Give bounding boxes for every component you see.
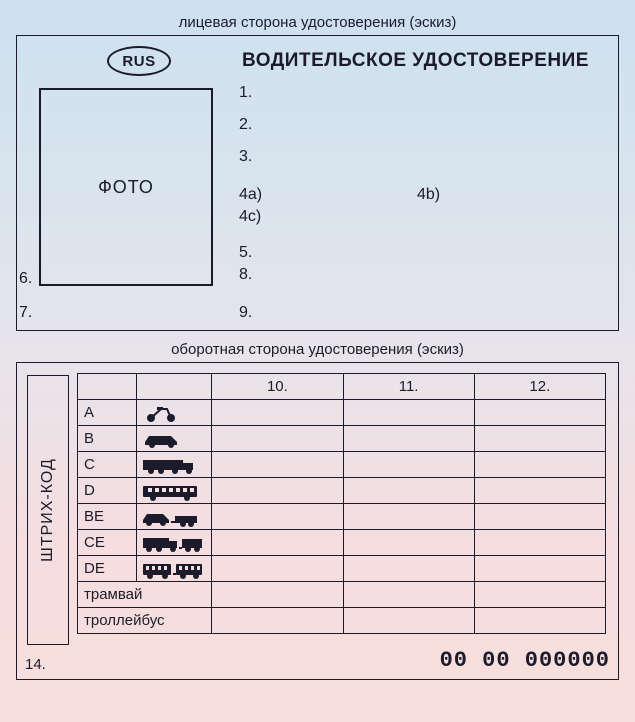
field-8: 8. <box>239 266 252 284</box>
cell-10 <box>212 556 343 582</box>
cell-12 <box>474 556 605 582</box>
col-12: 12. <box>474 374 605 400</box>
back-caption: оборотная сторона удостоверения (эскиз) <box>16 341 619 358</box>
field-14: 14. <box>25 656 46 673</box>
category-code: DE <box>78 556 137 582</box>
category-code: B <box>78 426 137 452</box>
barcode-label: ШТРИХ-КОД <box>39 458 57 562</box>
table-row: DE <box>78 556 606 582</box>
cell-12 <box>474 426 605 452</box>
field-2: 2. <box>239 116 252 134</box>
cell-10 <box>212 608 343 634</box>
cell-12 <box>474 478 605 504</box>
cell-12 <box>474 504 605 530</box>
cell-11 <box>343 608 474 634</box>
cell-10 <box>212 478 343 504</box>
category-code: C <box>78 452 137 478</box>
cell-11 <box>343 452 474 478</box>
truck-icon <box>137 452 212 478</box>
cell-12 <box>474 582 605 608</box>
motorcycle-icon <box>137 400 212 426</box>
photo-box: ФОТО <box>39 88 213 286</box>
rus-badge: RUS <box>107 46 171 76</box>
table-row: троллейбус <box>78 608 606 634</box>
field-4a: 4a) <box>239 186 262 204</box>
col-11: 11. <box>343 374 474 400</box>
cell-11 <box>343 400 474 426</box>
field-1: 1. <box>239 84 252 102</box>
field-5: 5. <box>239 244 252 262</box>
category-code: BE <box>78 504 137 530</box>
table-header-row: 10. 11. 12. <box>78 374 606 400</box>
field-7: 7. <box>19 304 32 322</box>
cell-11 <box>343 426 474 452</box>
car-icon <box>137 426 212 452</box>
bus-trailer-icon <box>137 556 212 582</box>
table-row: BE <box>78 504 606 530</box>
cell-10 <box>212 426 343 452</box>
table-row: A <box>78 400 606 426</box>
cell-10 <box>212 582 343 608</box>
cell-11 <box>343 504 474 530</box>
categories-table: 10. 11. 12. A B <box>77 373 606 634</box>
category-code: D <box>78 478 137 504</box>
cell-12 <box>474 530 605 556</box>
serial-number: 00 00 000000 <box>440 648 610 673</box>
table-row: трамвай <box>78 582 606 608</box>
category-code: CE <box>78 530 137 556</box>
field-4c: 4c) <box>239 208 261 226</box>
cell-10 <box>212 400 343 426</box>
table-row: B <box>78 426 606 452</box>
front-caption: лицевая сторона удостоверения (эскиз) <box>16 14 619 31</box>
cell-10 <box>212 530 343 556</box>
field-6: 6. <box>19 270 32 288</box>
barcode-box: ШТРИХ-КОД <box>27 375 69 645</box>
bus-icon <box>137 478 212 504</box>
category-code: трамвай <box>78 582 212 608</box>
col-10: 10. <box>212 374 343 400</box>
field-3: 3. <box>239 148 252 166</box>
car-trailer-icon <box>137 504 212 530</box>
field-4b: 4b) <box>417 186 440 204</box>
back-card: ШТРИХ-КОД 10. 11. 12. A <box>16 362 619 680</box>
table-row: C <box>78 452 606 478</box>
category-code: троллейбус <box>78 608 212 634</box>
table-row: CE <box>78 530 606 556</box>
field-9: 9. <box>239 304 252 322</box>
cell-11 <box>343 530 474 556</box>
cell-11 <box>343 582 474 608</box>
cell-11 <box>343 478 474 504</box>
categories-grid: 10. 11. 12. A B <box>77 373 606 671</box>
front-card: RUS ВОДИТЕЛЬСКОЕ УДОСТОВЕРЕНИЕ ФОТО 1. 2… <box>16 35 619 331</box>
doc-title: ВОДИТЕЛЬСКОЕ УДОСТОВЕРЕНИЕ <box>242 50 589 72</box>
table-row: D <box>78 478 606 504</box>
cell-10 <box>212 452 343 478</box>
category-code: A <box>78 400 137 426</box>
cell-12 <box>474 400 605 426</box>
truck-trailer-icon <box>137 530 212 556</box>
cell-12 <box>474 452 605 478</box>
cell-11 <box>343 556 474 582</box>
cell-10 <box>212 504 343 530</box>
cell-12 <box>474 608 605 634</box>
